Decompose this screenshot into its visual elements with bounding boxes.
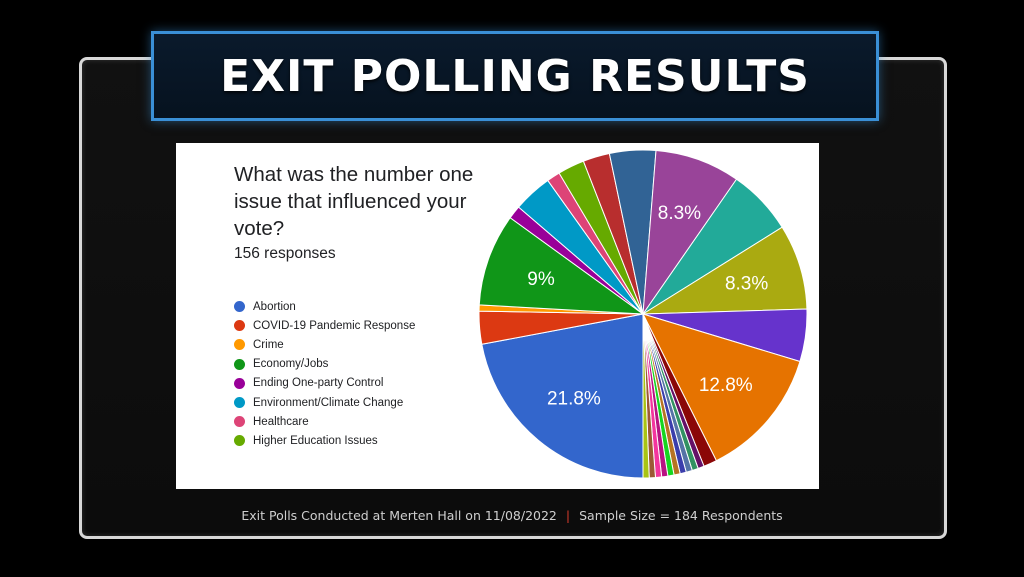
legend-label: Ending One-party Control [253, 377, 384, 390]
chart-legend: Abortion COVID-19 Pandemic Response Crime E… [234, 297, 415, 451]
footer-location: Exit Polls Conducted at Merten Hall on 1… [241, 508, 557, 523]
legend-item: Abortion [234, 297, 415, 316]
legend-label: Environment/Climate Change [253, 396, 404, 409]
legend-item: Crime [234, 335, 415, 354]
page-title: EXIT POLLING RESULTS [220, 50, 810, 102]
title-banner: EXIT POLLING RESULTS [151, 31, 879, 121]
pie-slice [478, 217, 645, 315]
chart-subtitle: 156 responses [234, 245, 336, 262]
legend-swatch [234, 377, 245, 389]
legend-swatch [234, 301, 245, 313]
legend-item: Ending One-party Control [234, 374, 415, 393]
pie-slice [642, 313, 650, 479]
slice-data-label: 8.3% [725, 274, 768, 295]
pie-slice [641, 226, 808, 315]
footer-separator: | [565, 508, 571, 523]
chart-panel: What was the number one issue that influ… [176, 143, 819, 489]
legend-swatch [234, 339, 245, 351]
slice-data-label: 9% [527, 269, 555, 290]
slice-data-label: 12.8% [699, 375, 753, 396]
legend-swatch [234, 358, 245, 370]
legend-swatch [234, 435, 245, 447]
legend-label: Economy/Jobs [253, 358, 329, 371]
pie-chart: 21.8% 9% 8.3% 8.3% 12.8% [478, 149, 808, 479]
slice-data-label: 21.8% [547, 388, 601, 409]
legend-label: COVID-19 Pandemic Response [253, 319, 416, 332]
legend-label: Higher Education Issues [253, 434, 378, 447]
legend-item: Environment/Climate Change [234, 393, 415, 412]
legend-swatch [234, 320, 245, 332]
legend-item: Economy/Jobs [234, 355, 415, 374]
legend-label: Healthcare [253, 415, 309, 428]
legend-swatch [234, 397, 245, 409]
footer-sample-size: Sample Size = 184 Respondents [579, 508, 783, 523]
chart-title: What was the number one issue that influ… [234, 163, 474, 240]
legend-swatch [234, 416, 245, 428]
pie-slice [481, 313, 644, 479]
slice-data-label: 8.3% [658, 203, 701, 224]
legend-item: COVID-19 Pandemic Response [234, 316, 415, 335]
legend-item: Higher Education Issues [234, 431, 415, 450]
footer-caption: Exit Polls Conducted at Merten Hall on 1… [0, 508, 1024, 523]
legend-label: Abortion [253, 300, 296, 313]
pie-slice [642, 313, 801, 462]
legend-label: Crime [253, 338, 284, 351]
legend-item: Healthcare [234, 412, 415, 431]
pie-slice [642, 149, 738, 316]
